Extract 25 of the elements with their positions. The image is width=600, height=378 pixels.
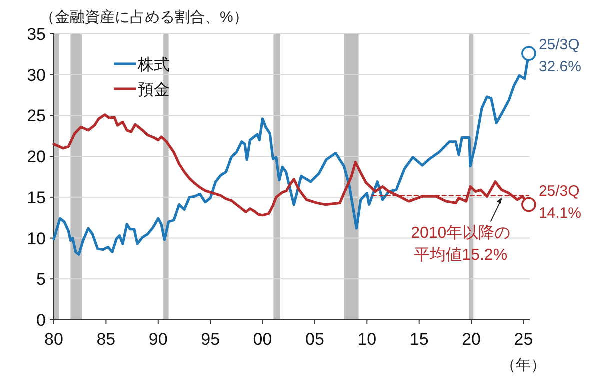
y-axis-title: （金融資産に占める割合、%） xyxy=(40,9,248,26)
x-tick-label: 80 xyxy=(44,330,64,349)
legend-label: 預金 xyxy=(138,82,170,99)
y-tick-label: 15 xyxy=(27,188,46,208)
y-tick-label: 25 xyxy=(27,106,46,126)
x-tick-label: 90 xyxy=(148,330,168,349)
annotation: 2010年以降の平均値15.2% xyxy=(411,224,511,264)
legend-label: 株式 xyxy=(137,56,170,74)
x-tick-label: 20 xyxy=(462,330,482,349)
y-tick-label: 30 xyxy=(27,66,46,85)
x-tick-label: 00 xyxy=(253,330,272,349)
x-tick-label: 85 xyxy=(96,330,116,349)
y-tick-label: 35 xyxy=(27,25,46,44)
y-tick-label: 20 xyxy=(27,148,46,167)
x-tick-label: 25 xyxy=(514,330,534,349)
x-tick-label: 15 xyxy=(410,330,429,349)
y-tick-label: 5 xyxy=(36,270,46,290)
y-tick-label: 10 xyxy=(27,229,46,248)
x-tick-label: 95 xyxy=(201,330,220,349)
x-tick-label: 10 xyxy=(358,330,377,349)
y-tick-label: 0 xyxy=(36,311,46,330)
x-axis-title: （年） xyxy=(501,357,546,374)
data-label: 25/3Q 14.1% xyxy=(538,182,582,222)
x-tick-label: 05 xyxy=(306,330,324,349)
data-label: 25/3Q 32.6% xyxy=(538,36,582,76)
